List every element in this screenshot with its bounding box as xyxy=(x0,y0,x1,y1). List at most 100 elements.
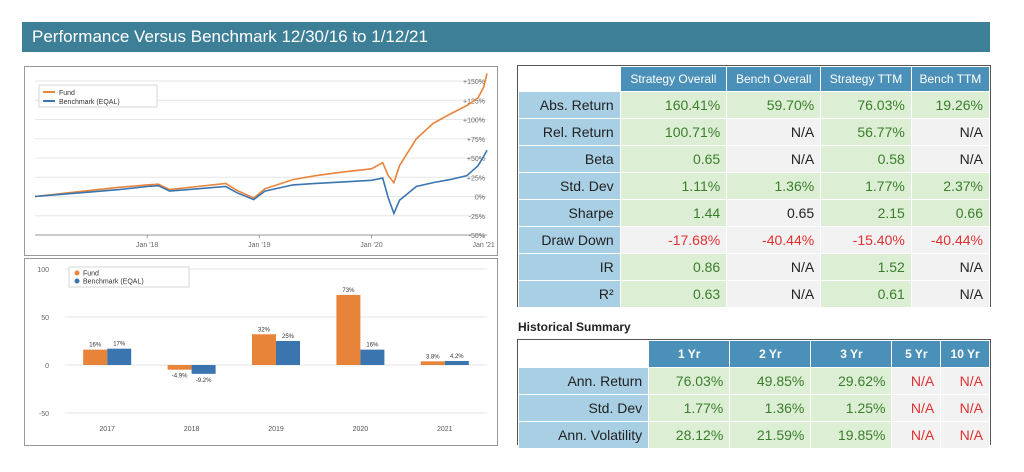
series-line-fund xyxy=(34,73,488,199)
data-label: 16% xyxy=(366,343,379,349)
stats-table-cell: 160.41% xyxy=(619,91,728,119)
stats-row-label: Rel. Return xyxy=(518,118,621,146)
historical-column-header: 1 Yr xyxy=(648,340,731,368)
stats-table-cell: 1.52 xyxy=(820,253,912,281)
stats-table-row: IR 0.86 N/A 1.52 N/A xyxy=(518,253,991,281)
legend-label: Fund xyxy=(59,90,75,97)
data-label: 32% xyxy=(258,327,271,333)
stats-table-cell: 56.77% xyxy=(820,118,912,146)
y-tick-label: 100 xyxy=(37,267,49,274)
stats-table-cell: N/A xyxy=(910,253,991,281)
historical-column-header: 10 Yr xyxy=(940,340,990,368)
historical-table-cell: 1.77% xyxy=(648,394,731,422)
x-tick-label: Jan '18 xyxy=(136,242,158,249)
stats-table-cell: N/A xyxy=(726,118,822,146)
stats-table-cell: N/A xyxy=(726,280,822,308)
stats-table-cell: 0.63 xyxy=(619,280,728,308)
bar-fund xyxy=(83,349,108,365)
stats-table-cell: 76.03% xyxy=(820,91,912,119)
legend-box xyxy=(68,266,190,288)
stats-table-cell: N/A xyxy=(910,280,991,308)
bar-benchmark xyxy=(360,349,385,365)
historical-table-row: Ann. Return 76.03% 49.85% 29.62% N/A N/A xyxy=(517,367,990,395)
data-label: 16% xyxy=(89,343,102,349)
historical-table-row: Ann. Volatility 28.12% 21.59% 19.85% N/A N/A xyxy=(517,421,990,449)
stats-table-cell: 0.65 xyxy=(726,199,822,227)
historical-table-cell: N/A xyxy=(940,394,990,422)
historical-table-cell: N/A xyxy=(940,421,990,449)
data-label: -9.2% xyxy=(196,378,212,384)
page-title: Performance Versus Benchmark 12/30/16 to… xyxy=(32,27,428,46)
y-tick-label: +150% xyxy=(463,79,485,86)
historical-table-cell: 1.25% xyxy=(810,394,893,422)
bar-fund xyxy=(167,365,192,370)
stats-table-row: Rel. Return 100.71% N/A 56.77% N/A xyxy=(518,118,991,146)
y-tick-label: 50 xyxy=(41,315,49,322)
stats-column-header: Bench TTM xyxy=(910,66,991,92)
legend-label: Benchmark (EQAL) xyxy=(59,99,120,106)
x-tick-label: Jan '19 xyxy=(248,242,270,249)
x-category-label: 2018 xyxy=(184,426,200,433)
stats-table-cell: 100.71% xyxy=(619,118,728,146)
data-label: 73% xyxy=(342,288,355,294)
historical-column-header: 3 Yr xyxy=(810,340,893,368)
stats-column-header: Strategy TTM xyxy=(820,66,912,92)
x-tick-label: Jan '20 xyxy=(360,242,382,249)
stats-table-cell: -40.44% xyxy=(726,226,822,254)
historical-table-cell: 28.12% xyxy=(648,421,731,449)
stats-table-cell: 59.70% xyxy=(726,91,822,119)
x-tick-label: Jan '21 xyxy=(472,242,494,249)
annual-returns-bar-chart: 100 50 0 -50 2017 16% 17% 2018 -4.9% -9.2% 2019 32%… xyxy=(24,258,498,446)
stats-table-cell: 0.65 xyxy=(619,145,728,173)
historical-table-cell: N/A xyxy=(891,394,942,422)
bar-benchmark xyxy=(191,365,216,374)
historical-table: 1 Yr 2 Yr 3 Yr 5 Yr 10 Yr Ann. Return 76.03% 4… xyxy=(517,340,990,449)
series-line-benchmark xyxy=(34,149,488,216)
historical-row-label: Std. Dev xyxy=(517,394,650,422)
stats-table-cell: 1.11% xyxy=(619,172,728,200)
historical-header-row: 1 Yr 2 Yr 3 Yr 5 Yr 10 Yr xyxy=(518,340,990,368)
bar-fund xyxy=(252,334,276,365)
stats-table-row: Abs. Return 160.41% 59.70% 76.03% 19.26% xyxy=(518,91,991,119)
stats-table-row: Draw Down -17.68% -40.44% -15.40% -40.44% xyxy=(518,226,991,254)
historical-column-header: 5 Yr xyxy=(891,340,942,368)
stats-table-cell: 1.36% xyxy=(726,172,822,200)
stats-table-cell: N/A xyxy=(726,253,822,281)
data-label: 17% xyxy=(113,342,126,348)
y-tick-label: +100% xyxy=(463,118,485,125)
historical-table-cell: N/A xyxy=(891,421,942,449)
historical-table-cell: 29.62% xyxy=(810,367,893,395)
stats-header-blank xyxy=(518,66,621,92)
y-tick-label: -25% xyxy=(469,214,485,221)
stats-row-label: Sharpe xyxy=(518,199,621,227)
stats-row-label: IR xyxy=(518,253,621,281)
stats-table-cell: -40.44% xyxy=(910,226,991,254)
historical-header-blank xyxy=(518,340,649,368)
legend-label: Benchmark (EQAL) xyxy=(83,279,144,286)
stats-table-row: Beta 0.65 N/A 0.58 N/A xyxy=(518,145,991,173)
stats-row-label: Std. Dev xyxy=(518,172,621,200)
y-tick-label: -50 xyxy=(39,411,49,418)
y-tick-label: +25% xyxy=(467,175,485,182)
stats-table-cell: 2.37% xyxy=(910,172,991,200)
stats-table-row: Sharpe 1.44 0.65 2.15 0.66 xyxy=(518,199,991,227)
historical-summary-title: Historical Summary xyxy=(518,320,631,334)
historical-table-row: Std. Dev 1.77% 1.36% 1.25% N/A N/A xyxy=(517,394,990,422)
stats-table-cell: -15.40% xyxy=(820,226,912,254)
stats-column-header: Bench Overall xyxy=(726,66,822,92)
x-category-label: 2020 xyxy=(353,426,369,433)
stats-table-row: Std. Dev 1.11% 1.36% 1.77% 2.37% xyxy=(518,172,991,200)
stats-column-header: Strategy Overall xyxy=(619,66,728,92)
historical-row-label: Ann. Volatility xyxy=(517,421,650,449)
stats-table-row: R² 0.63 N/A 0.61 N/A xyxy=(518,280,991,308)
bar-fund xyxy=(420,361,445,365)
stats-table-cell: 1.44 xyxy=(619,199,728,227)
legend-swatch xyxy=(74,278,80,284)
bar-benchmark xyxy=(444,360,469,365)
historical-table-cell: N/A xyxy=(940,367,990,395)
stats-table-cell: 0.86 xyxy=(619,253,728,281)
stats-table-cell: 0.58 xyxy=(820,145,912,173)
data-label: 3.8% xyxy=(426,354,440,360)
historical-table-cell: 21.59% xyxy=(729,421,812,449)
data-label: 4.2% xyxy=(450,354,464,360)
